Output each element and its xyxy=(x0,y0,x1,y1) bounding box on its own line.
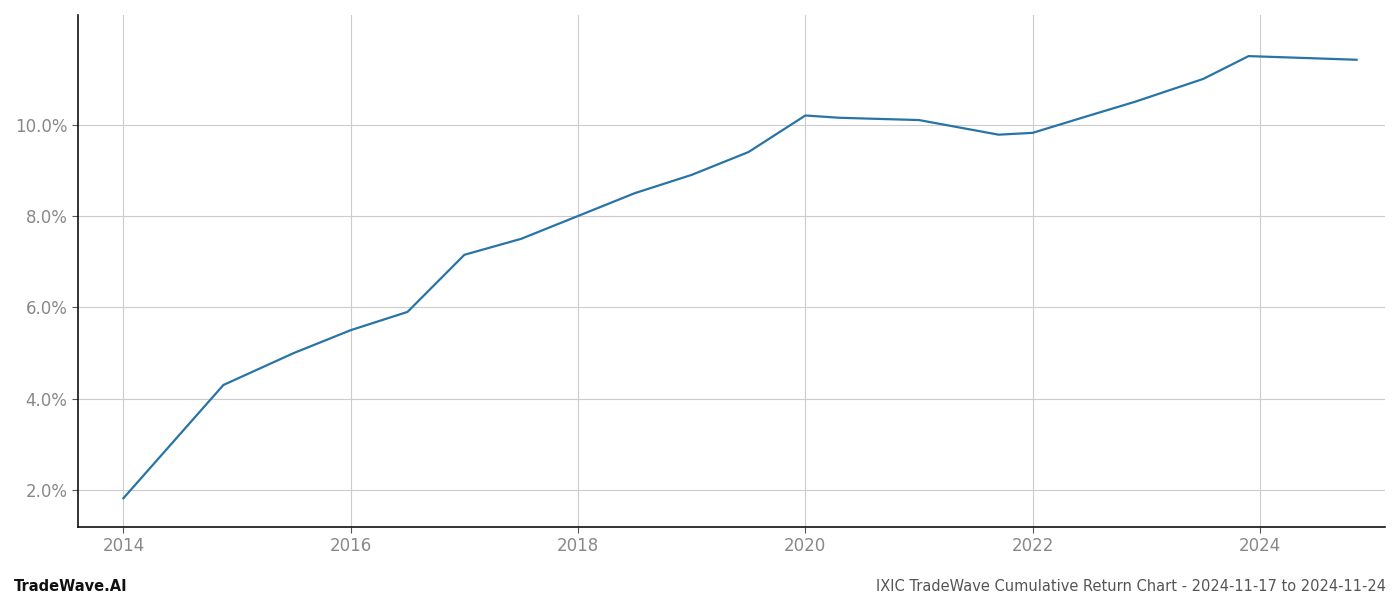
Text: IXIC TradeWave Cumulative Return Chart - 2024-11-17 to 2024-11-24: IXIC TradeWave Cumulative Return Chart -… xyxy=(876,579,1386,594)
Text: TradeWave.AI: TradeWave.AI xyxy=(14,579,127,594)
